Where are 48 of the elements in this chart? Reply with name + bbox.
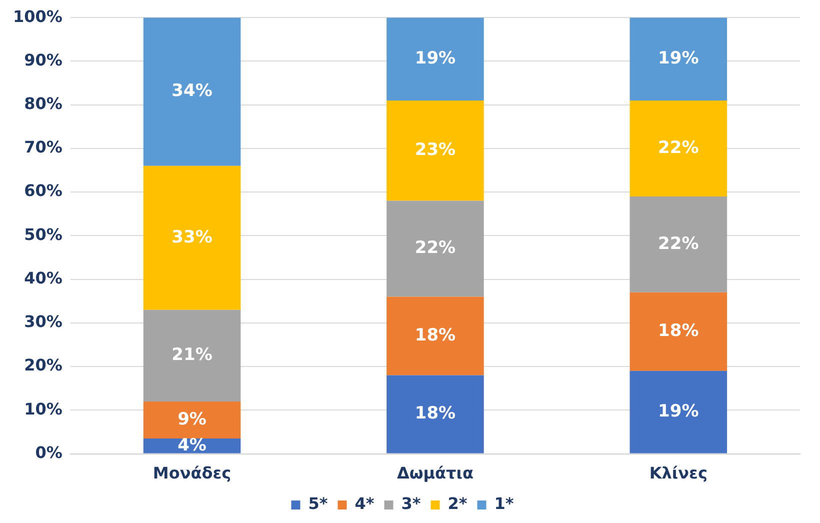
bar [386,100,484,201]
data-label: 19% [414,48,456,68]
y-tick-label: 0% [35,442,62,462]
bar [630,100,728,196]
bar [143,166,241,310]
data-label: 21% [172,345,212,366]
data-label: 23% [414,140,456,160]
data-label: 22% [414,238,456,258]
legend-label: 5* [308,494,328,514]
y-tick-label: 80% [24,94,62,113]
legend-label: 4* [354,494,375,514]
bar [143,310,241,402]
bar [143,401,241,439]
x-tick-label: Δωμάτια [396,464,474,483]
legend-label: 3* [401,494,422,514]
y-tick-label: 100% [12,6,62,26]
y-tick-label: 50% [24,224,62,244]
y-tick-label: 70% [24,138,62,157]
data-label: 33% [172,227,212,248]
y-tick-label: 20% [24,356,62,375]
bar [143,18,241,166]
y-tick-label: 60% [24,181,62,200]
bar [630,18,728,100]
legend-label: 1* [494,494,514,514]
y-tick-label: 10% [24,399,62,418]
bar [630,292,728,371]
bar [630,370,728,454]
y-tick-label: 90% [24,50,62,70]
data-label: 4% [178,435,206,456]
x-tick-label: Κλίνες [649,464,708,483]
bar [386,296,484,376]
bar [386,18,484,100]
bar [386,200,484,297]
data-label: 19% [658,48,699,68]
data-label: 34% [172,81,212,102]
x-tick-label: Μονάδες [152,464,232,483]
y-tick-label: 30% [24,312,62,332]
data-label: 19% [658,402,699,422]
data-label: 18% [658,321,699,342]
data-label: 18% [414,404,456,424]
y-tick-label: 40% [24,268,62,288]
data-label: 22% [658,138,699,158]
data-label: 9% [178,409,206,430]
data-label: 22% [658,234,699,254]
data-label: 18% [414,325,456,346]
bar [630,196,728,292]
legend-label: 2* [448,494,468,514]
bar [386,375,484,454]
